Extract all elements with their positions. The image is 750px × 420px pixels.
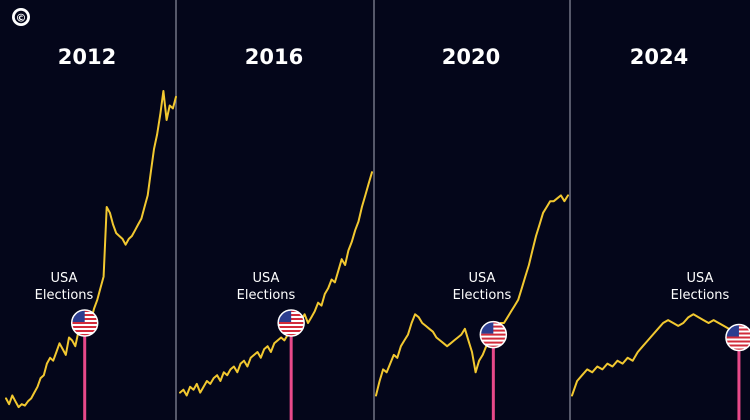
panel-title: 2016 bbox=[245, 45, 303, 69]
election-label-line1: USA bbox=[469, 271, 496, 286]
flag-stripe bbox=[278, 322, 305, 324]
election-label-line2: Elections bbox=[671, 288, 730, 303]
copyright-icon: © bbox=[16, 12, 27, 25]
flag-stripe bbox=[278, 334, 305, 336]
panel-2012: 2012 USA Elections bbox=[5, 45, 177, 420]
series-line bbox=[375, 194, 569, 397]
panel-2020: 2020 USA Elections bbox=[375, 45, 569, 420]
us-flag-icon bbox=[277, 309, 305, 337]
flag-stripe bbox=[725, 340, 750, 343]
us-flag-icon bbox=[725, 323, 750, 352]
flag-stripe bbox=[480, 337, 507, 340]
panel-2024: 2024 USA Elections bbox=[571, 45, 750, 420]
series-line bbox=[5, 90, 177, 409]
panel-title: 2020 bbox=[442, 45, 500, 69]
panel-2016: 2016 USA Elections bbox=[179, 45, 373, 420]
election-label-line2: Elections bbox=[35, 288, 94, 303]
panel-dividers bbox=[175, 0, 571, 420]
flag-border bbox=[479, 320, 508, 349]
panel-title: 2024 bbox=[630, 45, 688, 69]
flag-stripe bbox=[725, 348, 750, 351]
election-label-line1: USA bbox=[51, 271, 78, 286]
flag-border bbox=[725, 323, 750, 352]
flag-stripe bbox=[480, 345, 507, 348]
panel-title: 2012 bbox=[58, 45, 116, 69]
flag-stripe bbox=[71, 334, 98, 336]
flag-stripe bbox=[278, 326, 305, 328]
flag-border bbox=[70, 309, 99, 337]
logo-inner bbox=[14, 10, 28, 24]
series-line bbox=[179, 171, 373, 397]
flag-border bbox=[277, 309, 305, 337]
flag-stripe bbox=[71, 330, 98, 332]
series-line bbox=[571, 313, 745, 397]
flag-stripe bbox=[480, 333, 507, 336]
us-flag-icon bbox=[70, 309, 99, 337]
flag-stripe bbox=[725, 336, 750, 339]
us-flag-icon bbox=[479, 320, 508, 349]
flag-stripe bbox=[71, 322, 98, 324]
logo: © bbox=[12, 8, 30, 26]
election-label-line2: Elections bbox=[237, 288, 296, 303]
election-label-line1: USA bbox=[687, 271, 714, 286]
election-label-line1: USA bbox=[253, 271, 280, 286]
flag-stripe bbox=[725, 344, 750, 347]
flag-stripe bbox=[480, 341, 507, 344]
election-label-line2: Elections bbox=[453, 288, 512, 303]
flag-stripe bbox=[278, 330, 305, 332]
chart-panels: 2012 USA Elections 2016 USA Elections 2020 USA E… bbox=[5, 45, 750, 420]
flag-stripe bbox=[71, 326, 98, 328]
